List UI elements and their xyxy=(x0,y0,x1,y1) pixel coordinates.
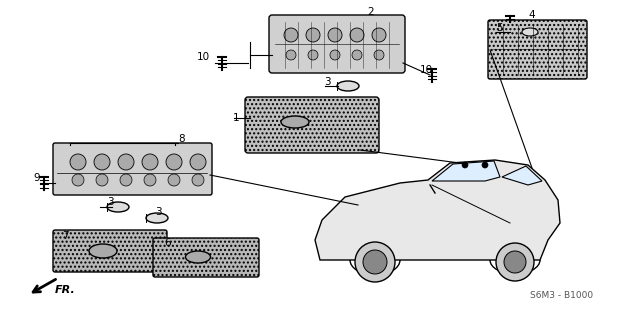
Text: 2: 2 xyxy=(367,7,374,17)
Circle shape xyxy=(118,154,134,170)
Text: 4: 4 xyxy=(528,10,534,20)
Circle shape xyxy=(142,154,158,170)
Circle shape xyxy=(462,162,468,168)
Circle shape xyxy=(350,28,364,42)
Ellipse shape xyxy=(107,202,129,212)
Text: 8: 8 xyxy=(178,134,184,144)
Circle shape xyxy=(374,50,384,60)
FancyBboxPatch shape xyxy=(53,230,167,272)
Ellipse shape xyxy=(89,244,117,258)
Ellipse shape xyxy=(522,28,538,36)
Circle shape xyxy=(328,28,342,42)
Text: 3: 3 xyxy=(324,77,331,87)
Circle shape xyxy=(166,154,182,170)
Circle shape xyxy=(286,50,296,60)
Circle shape xyxy=(144,174,156,186)
Text: 7: 7 xyxy=(62,231,68,241)
Circle shape xyxy=(355,242,395,282)
Circle shape xyxy=(72,174,84,186)
Circle shape xyxy=(120,174,132,186)
Circle shape xyxy=(168,174,180,186)
Text: 6: 6 xyxy=(164,238,171,248)
Polygon shape xyxy=(315,160,560,260)
Circle shape xyxy=(352,50,362,60)
Text: 3: 3 xyxy=(107,197,114,207)
Circle shape xyxy=(504,251,526,273)
Text: 5: 5 xyxy=(496,23,502,33)
Circle shape xyxy=(96,174,108,186)
Text: 10: 10 xyxy=(420,65,433,75)
Circle shape xyxy=(308,50,318,60)
Circle shape xyxy=(192,174,204,186)
Ellipse shape xyxy=(146,213,168,223)
Circle shape xyxy=(330,50,340,60)
Circle shape xyxy=(190,154,206,170)
FancyBboxPatch shape xyxy=(269,15,405,73)
Text: 9: 9 xyxy=(33,173,40,183)
Ellipse shape xyxy=(281,116,309,128)
FancyBboxPatch shape xyxy=(488,20,587,79)
Text: FR.: FR. xyxy=(55,285,76,295)
Circle shape xyxy=(94,154,110,170)
Text: 3: 3 xyxy=(155,207,162,217)
Polygon shape xyxy=(432,161,500,181)
Circle shape xyxy=(496,243,534,281)
Circle shape xyxy=(284,28,298,42)
Circle shape xyxy=(482,162,488,168)
Text: 1: 1 xyxy=(233,113,239,123)
Text: S6M3 - B1000: S6M3 - B1000 xyxy=(530,291,593,300)
FancyBboxPatch shape xyxy=(153,238,259,277)
FancyBboxPatch shape xyxy=(53,143,212,195)
Ellipse shape xyxy=(337,81,359,91)
Ellipse shape xyxy=(186,251,211,263)
Circle shape xyxy=(363,250,387,274)
Circle shape xyxy=(306,28,320,42)
Circle shape xyxy=(372,28,386,42)
Text: 10: 10 xyxy=(197,52,210,62)
Circle shape xyxy=(70,154,86,170)
Polygon shape xyxy=(502,166,542,185)
FancyBboxPatch shape xyxy=(245,97,379,153)
